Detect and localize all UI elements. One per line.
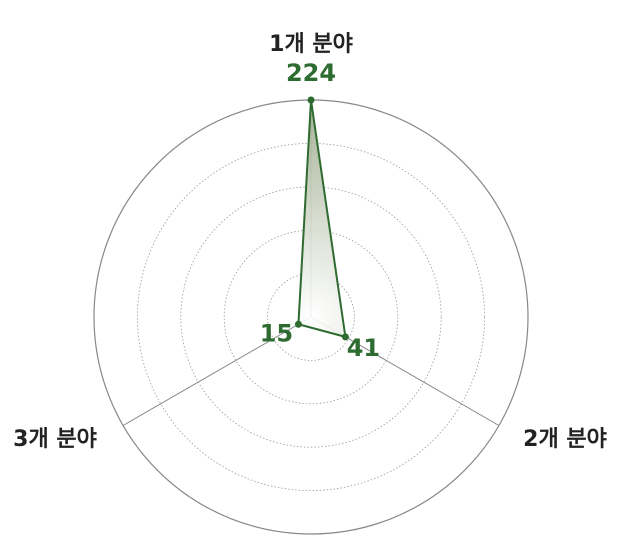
value-label: 41 [347,334,380,362]
category-label: 1개 분야 [269,32,353,57]
spoke [122,316,312,426]
radar-point [294,320,302,328]
radar-point [341,333,349,341]
ring [223,229,399,405]
value-label: 15 [260,319,293,347]
radar-area [297,99,347,338]
radar-point [307,96,315,104]
category-label: 3개 분야 [13,427,97,452]
category-label: 2개 분야 [523,427,607,452]
value-label: 224 [286,59,336,87]
ring [136,142,486,492]
